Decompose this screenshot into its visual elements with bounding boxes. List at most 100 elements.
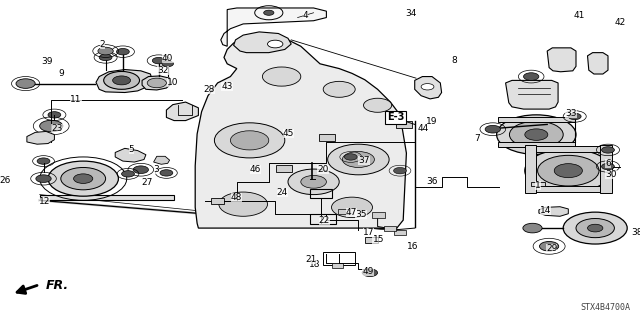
- Text: 15: 15: [372, 235, 384, 244]
- Text: 37: 37: [358, 156, 370, 165]
- Circle shape: [344, 154, 357, 160]
- Text: 12: 12: [38, 197, 50, 206]
- Bar: [310, 189, 332, 198]
- Bar: [40, 195, 174, 200]
- Circle shape: [98, 47, 113, 55]
- Circle shape: [332, 197, 372, 218]
- Polygon shape: [588, 53, 608, 74]
- Text: 40: 40: [162, 54, 173, 63]
- Circle shape: [497, 115, 576, 154]
- Text: STX4B4700A: STX4B4700A: [580, 303, 630, 312]
- Circle shape: [288, 169, 339, 195]
- Circle shape: [36, 175, 51, 182]
- Circle shape: [525, 129, 548, 140]
- Bar: [498, 142, 575, 147]
- Text: 29: 29: [546, 244, 557, 253]
- Text: 32: 32: [157, 66, 169, 75]
- Text: 45: 45: [283, 129, 294, 138]
- Text: 30: 30: [605, 170, 617, 179]
- Circle shape: [40, 120, 63, 132]
- Text: 24: 24: [276, 189, 288, 197]
- Circle shape: [364, 98, 392, 112]
- Text: 14: 14: [540, 206, 551, 215]
- Text: 2: 2: [100, 40, 106, 48]
- Text: 8: 8: [452, 56, 458, 65]
- Circle shape: [147, 78, 166, 88]
- Bar: [396, 121, 412, 128]
- Circle shape: [133, 166, 148, 174]
- Circle shape: [362, 269, 378, 277]
- Text: 18: 18: [308, 260, 320, 269]
- Bar: [498, 117, 575, 122]
- Bar: [338, 209, 349, 214]
- Circle shape: [485, 125, 500, 133]
- Circle shape: [104, 71, 140, 89]
- Text: 34: 34: [405, 9, 417, 18]
- Text: 27: 27: [141, 178, 153, 187]
- Circle shape: [563, 212, 627, 244]
- Circle shape: [113, 76, 131, 85]
- Bar: [528, 186, 609, 192]
- Bar: [525, 145, 536, 193]
- Bar: [319, 134, 335, 141]
- Circle shape: [214, 123, 285, 158]
- Circle shape: [524, 73, 539, 80]
- Text: 21: 21: [305, 256, 317, 264]
- Bar: [332, 263, 343, 268]
- Text: 46: 46: [250, 165, 261, 174]
- Circle shape: [61, 167, 106, 190]
- Circle shape: [230, 131, 269, 150]
- Text: 41: 41: [573, 11, 585, 20]
- Text: E-3: E-3: [387, 112, 404, 122]
- Text: 6: 6: [605, 159, 611, 168]
- Text: 22: 22: [319, 216, 330, 225]
- Bar: [528, 146, 609, 152]
- Text: 1: 1: [535, 181, 541, 190]
- Polygon shape: [27, 131, 54, 144]
- Polygon shape: [547, 48, 576, 72]
- Text: 10: 10: [167, 78, 179, 87]
- Text: 17: 17: [363, 228, 374, 237]
- Circle shape: [162, 61, 173, 67]
- Text: 33: 33: [565, 109, 577, 118]
- Polygon shape: [154, 156, 170, 164]
- Bar: [276, 165, 292, 172]
- Text: 38: 38: [631, 228, 640, 237]
- Text: 47: 47: [346, 208, 357, 217]
- Bar: [372, 212, 385, 218]
- Polygon shape: [96, 70, 152, 93]
- Text: 48: 48: [230, 193, 242, 202]
- Circle shape: [540, 241, 559, 251]
- Text: 11: 11: [70, 95, 82, 104]
- Polygon shape: [234, 32, 291, 53]
- Circle shape: [525, 149, 612, 192]
- Circle shape: [394, 167, 406, 174]
- Circle shape: [122, 171, 134, 177]
- Circle shape: [554, 164, 582, 178]
- Text: 43: 43: [221, 82, 233, 91]
- Circle shape: [48, 112, 61, 118]
- Bar: [365, 237, 378, 243]
- Polygon shape: [221, 8, 326, 46]
- Circle shape: [328, 144, 389, 175]
- Circle shape: [421, 84, 434, 90]
- Circle shape: [268, 40, 283, 48]
- Text: 42: 42: [614, 18, 626, 27]
- Circle shape: [602, 147, 614, 153]
- Circle shape: [602, 163, 614, 170]
- Polygon shape: [195, 35, 406, 228]
- Bar: [310, 214, 336, 224]
- Text: FR.: FR.: [46, 279, 69, 292]
- Circle shape: [74, 174, 93, 183]
- Text: 3: 3: [154, 165, 159, 174]
- Text: 26: 26: [0, 176, 10, 185]
- Circle shape: [219, 192, 268, 216]
- Circle shape: [301, 175, 326, 188]
- Polygon shape: [166, 102, 198, 121]
- Text: 36: 36: [426, 177, 438, 186]
- Text: 4: 4: [303, 11, 308, 20]
- Bar: [384, 226, 396, 231]
- Bar: [531, 182, 545, 186]
- Circle shape: [152, 57, 165, 64]
- Circle shape: [99, 54, 112, 61]
